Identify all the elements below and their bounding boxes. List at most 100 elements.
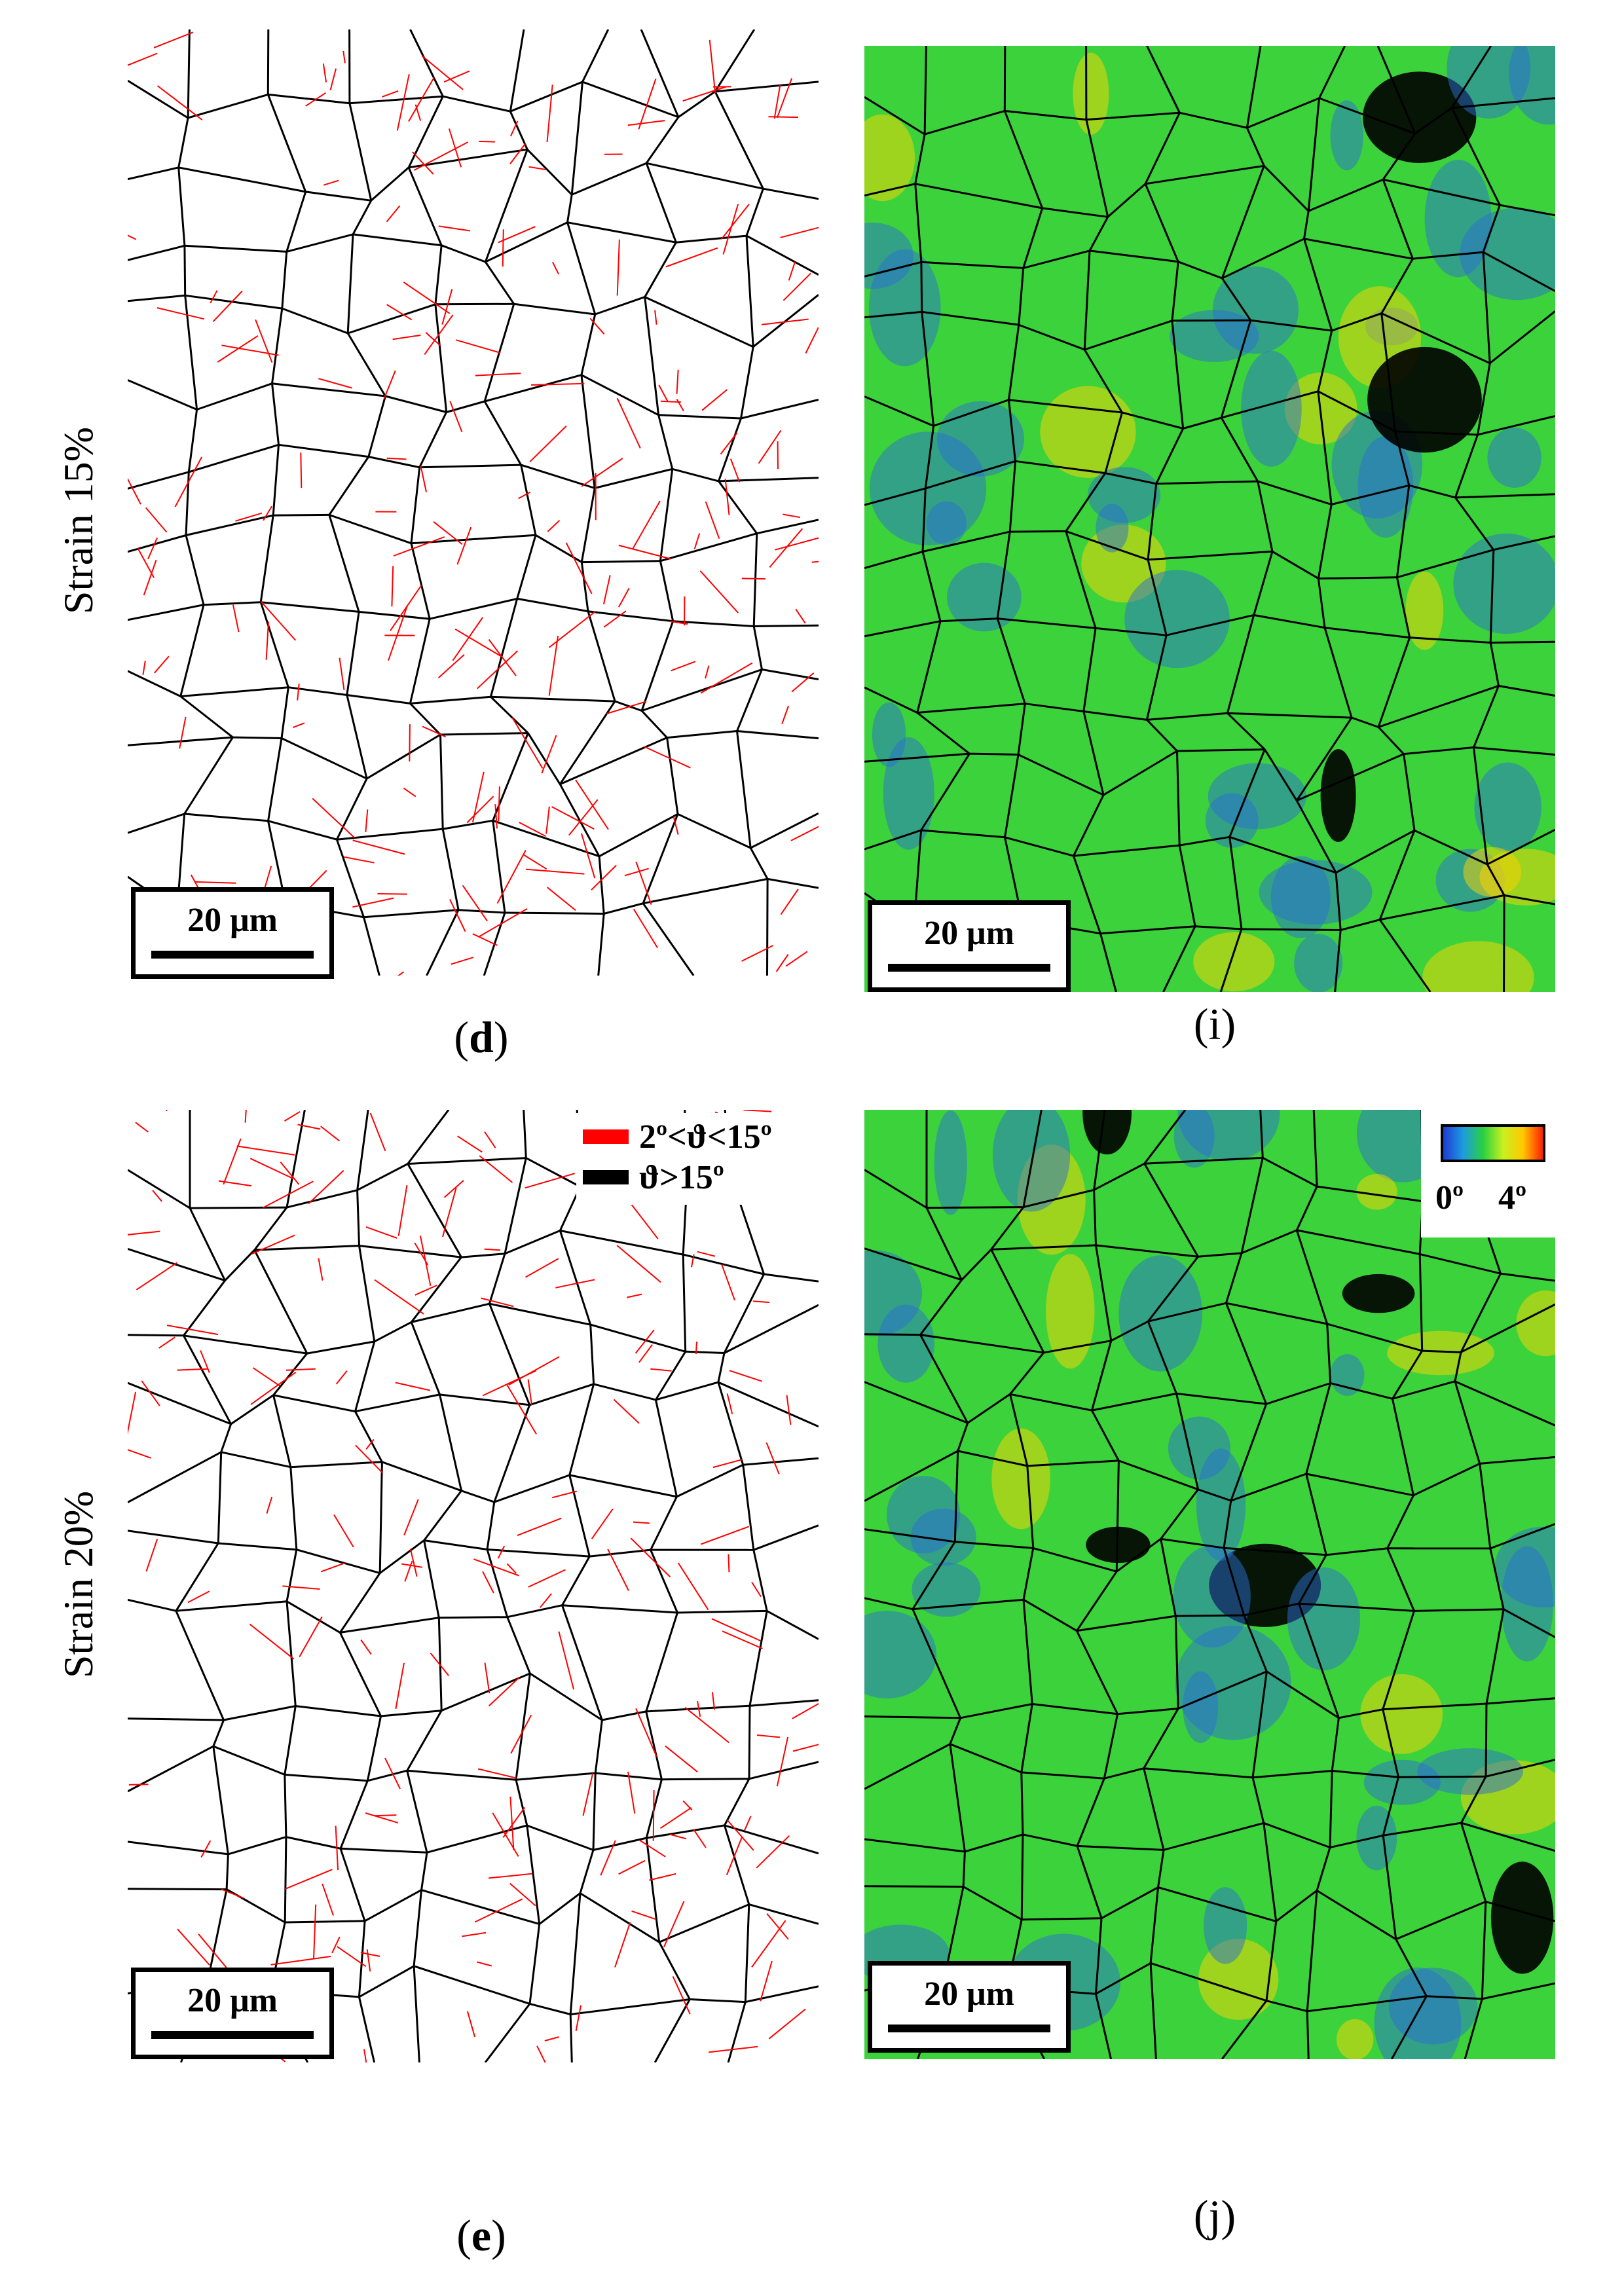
high-angle-boundary [717, 418, 742, 482]
high-angle-boundary [1198, 1252, 1242, 1258]
high-angle-boundary [525, 1157, 581, 1188]
high-angle-boundary [1022, 1833, 1078, 1847]
high-angle-boundary [570, 1998, 690, 2015]
low-angle-boundary [635, 1329, 655, 1354]
low-angle-boundary [488, 1677, 520, 1707]
low-angle-boundary [438, 225, 471, 232]
low-angle-boundary [693, 533, 701, 549]
high-angle-boundary [1230, 1403, 1268, 1501]
high-angle-boundary [1032, 1703, 1118, 1715]
high-angle-boundary [1334, 930, 1342, 992]
high-angle-boundary [284, 1773, 368, 1782]
high-angle-boundary [1500, 204, 1555, 217]
low-angle-boundary [711, 1692, 716, 1710]
high-angle-boundary [281, 251, 288, 309]
low-angle-boundary [441, 289, 453, 325]
high-angle-boundary [441, 244, 486, 263]
high-angle-boundary [418, 411, 448, 468]
high-angle-boundary [483, 401, 523, 466]
high-angle-boundary [672, 467, 719, 483]
high-angle-boundary [920, 1334, 1044, 1354]
high-angle-boundary [1382, 179, 1414, 259]
low-angle-boundary [786, 1395, 792, 1425]
high-angle-boundary [1020, 1772, 1024, 1835]
high-angle-boundary [864, 1381, 969, 1424]
high-angle-boundary [1317, 391, 1333, 505]
high-angle-boundary [380, 1710, 442, 1717]
kam-map-i [864, 46, 1555, 992]
kam-region [872, 702, 906, 767]
low-angle-boundary [795, 608, 806, 624]
high-angle-boundary [356, 1190, 360, 1246]
high-angle-boundary [1327, 1323, 1423, 1352]
low-angle-boundary [618, 544, 672, 560]
high-angle-boundary [749, 1699, 819, 1707]
kam-region [1487, 428, 1541, 488]
kam-region [1516, 1290, 1555, 1357]
high-angle-boundary [990, 1249, 1045, 1353]
low-angle-boundary [633, 908, 658, 949]
high-angle-boundary [1171, 261, 1179, 321]
high-angle-boundary [253, 1249, 308, 1354]
high-angle-boundary [492, 819, 600, 858]
high-angle-boundary [1451, 97, 1555, 109]
low-angle-boundary [250, 1371, 297, 1405]
high-angle-boundary [290, 1461, 382, 1469]
low-angle-boundary [153, 31, 194, 48]
high-angle-boundary [967, 1393, 1011, 1424]
high-angle-boundary [864, 1715, 961, 1719]
high-angle-boundary [864, 1838, 965, 1853]
high-angle-boundary [912, 1541, 956, 1610]
high-angle-boundary [1481, 1982, 1555, 2000]
low-angle-boundary [607, 1548, 629, 1591]
low-angle-boundary [388, 604, 409, 661]
low-angle-boundary [568, 799, 599, 836]
high-angle-boundary [429, 597, 518, 620]
high-angle-boundary [646, 162, 764, 190]
kam-region [1474, 762, 1541, 852]
low-angle-boundary [200, 1840, 212, 1858]
high-angle-boundary [1004, 754, 1020, 838]
high-angle-boundary [516, 534, 537, 599]
high-angle-boundary [213, 1745, 286, 1776]
high-angle-boundary [1226, 1302, 1328, 1325]
low-angle-boundary [627, 1199, 659, 1239]
low-angle-boundary [135, 1122, 149, 1133]
high-angle-boundary [1409, 636, 1491, 644]
low-angle-boundary [374, 1814, 397, 1817]
high-angle-boundary [1144, 112, 1181, 185]
high-angle-boundary [443, 95, 511, 113]
high-angle-boundary [1086, 111, 1180, 121]
low-angle-boundary [527, 1379, 532, 1406]
high-angle-boundary [368, 456, 420, 469]
high-angle-boundary [1026, 1465, 1035, 1548]
high-angle-boundary [419, 464, 521, 469]
high-angle-boundary [1264, 748, 1298, 801]
high-angle-boundary [996, 618, 1026, 705]
high-angle-boundary [1395, 430, 1478, 436]
high-angle-boundary [268, 820, 337, 841]
low-angle-boundary [391, 566, 394, 607]
low-angle-boundary [695, 1342, 697, 1354]
panel-label-i: (i) [1193, 999, 1236, 1049]
low-angle-boundary [335, 1370, 348, 1385]
low-angle-boundary [525, 1173, 575, 1189]
low-angle-boundary [451, 957, 474, 965]
high-angle-boundary [441, 828, 460, 910]
low-angle-boundary [462, 885, 488, 922]
high-angle-boundary [1275, 1890, 1318, 1922]
high-angle-boundary [1143, 1708, 1179, 1769]
high-angle-boundary [667, 730, 737, 739]
high-angle-boundary [1107, 183, 1147, 218]
high-angle-boundary [917, 703, 1025, 714]
high-angle-boundary [346, 333, 386, 397]
high-angle-boundary [1331, 312, 1382, 332]
low-angle-boundary [218, 1180, 252, 1187]
high-angle-boundary [924, 426, 935, 489]
high-angle-boundary [1166, 614, 1255, 636]
high-angle-boundary [559, 783, 600, 857]
high-angle-boundary [1414, 1608, 1504, 1612]
low-angle-boundary [249, 1158, 294, 1180]
low-angle-boundary [724, 479, 730, 515]
high-angle-boundary [254, 1245, 360, 1251]
